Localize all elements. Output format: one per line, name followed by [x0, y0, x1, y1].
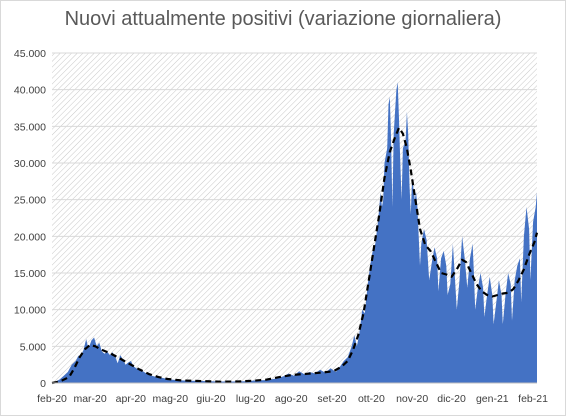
x-tick-label: lug-20 — [236, 393, 265, 405]
x-tick-label: gen-21 — [476, 393, 509, 405]
x-tick-label: ott-20 — [358, 393, 385, 405]
x-tick-label: feb-21 — [518, 393, 548, 405]
x-tick-label: mar-20 — [73, 393, 106, 405]
x-axis-tick-labels: feb-20 mar-20 apr-20 mag-20 giu-20 lug-20 ago-… — [37, 393, 548, 405]
x-tick-label: mag-20 — [152, 393, 188, 405]
y-tick-label: 15.000 — [14, 268, 46, 280]
x-tick-label: apr-20 — [116, 393, 147, 405]
y-tick-label: 30.000 — [14, 158, 46, 170]
x-tick-label: giu-20 — [196, 393, 225, 405]
x-tick-label: set-20 — [317, 393, 346, 405]
y-tick-label: 40.000 — [14, 85, 46, 97]
y-tick-label: 45.000 — [14, 48, 46, 60]
y-tick-label: 35.000 — [14, 121, 46, 133]
x-tick-label: dic-20 — [437, 393, 466, 405]
y-tick-label: 25.000 — [14, 195, 46, 207]
x-tick-label: ago-20 — [275, 393, 308, 405]
chart-title: Nuovi attualmente positivi (variazione g… — [64, 8, 502, 30]
y-tick-label: 5.000 — [20, 341, 46, 353]
x-tick-label: nov-20 — [396, 393, 428, 405]
series-layer — [51, 82, 539, 385]
moving-average-line — [51, 126, 539, 385]
y-tick-label: 20.000 — [14, 231, 46, 243]
y-tick-label: 10.000 — [14, 305, 46, 317]
y-tick-label: 0 — [40, 378, 46, 390]
area-daily-variation — [52, 82, 537, 384]
y-axis-tick-labels: 0 5.000 10.000 15.000 20.000 25.000 30.000 35.0… — [14, 48, 46, 390]
x-tick-label: feb-20 — [37, 393, 67, 405]
